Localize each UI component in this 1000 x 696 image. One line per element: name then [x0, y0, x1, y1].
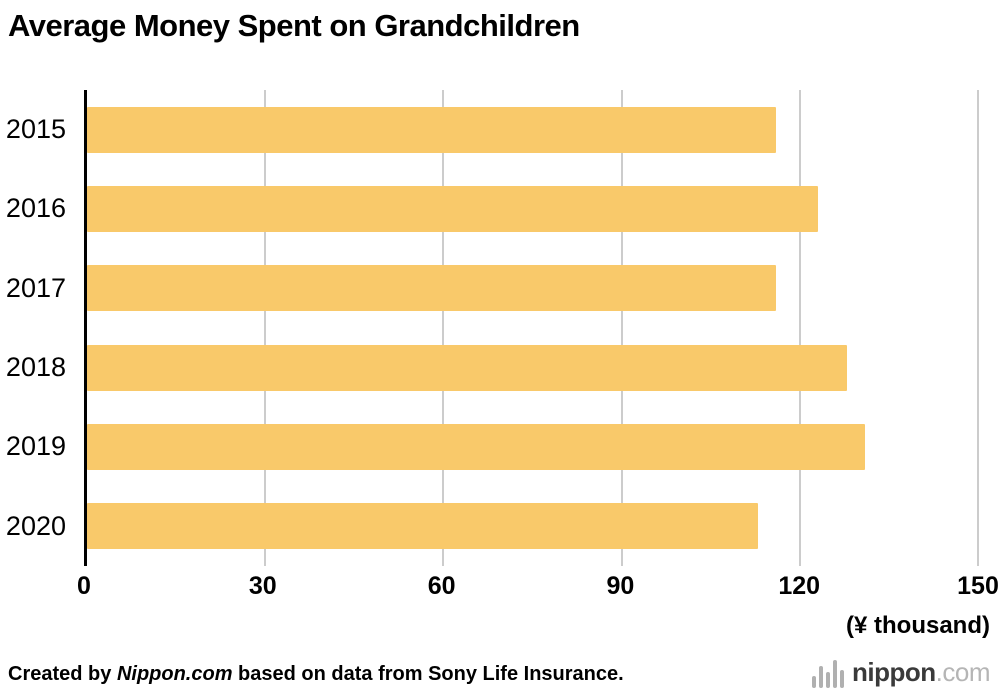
- x-tick-label: 120: [778, 572, 821, 600]
- bar: [87, 265, 777, 312]
- x-axis-ticks: 0 30 60 90 120 150: [77, 572, 999, 606]
- credit-suffix: based on data from Sony Life Insurance.: [232, 663, 624, 685]
- bar: [87, 106, 777, 153]
- logo-text: nippon: [852, 657, 936, 687]
- logo-suffix: .com: [935, 657, 991, 687]
- bar-row: [87, 249, 978, 328]
- nippon-logo-icon: [812, 658, 845, 688]
- nippon-logo: nippon.com: [812, 657, 991, 688]
- logo-wordmark: nippon.com: [852, 657, 990, 688]
- y-axis-label: 2015: [5, 114, 66, 145]
- y-axis-labels: 2015 2016 2017 2018 2019 2020: [0, 90, 76, 566]
- gridline: [798, 90, 801, 566]
- credit-prefix: Created by: [8, 663, 117, 685]
- x-tick-label: 0: [77, 572, 91, 600]
- gridline: [977, 90, 979, 566]
- plot-area: [84, 90, 979, 566]
- bar-row: [87, 169, 978, 248]
- bar-rows: [87, 90, 978, 566]
- gridline: [264, 90, 267, 566]
- credit-text: Created by Nippon.com based on data from…: [8, 663, 624, 686]
- y-axis-label: 2017: [5, 272, 66, 303]
- bar: [87, 503, 759, 550]
- bar: [87, 423, 866, 470]
- credit-source: Nippon.com: [116, 663, 233, 685]
- bar: [87, 185, 818, 232]
- x-tick-label: 90: [606, 572, 635, 600]
- y-axis-label: 2020: [5, 510, 66, 541]
- x-tick-label: 150: [957, 572, 999, 600]
- bar-row: [87, 487, 978, 566]
- bar-row: [87, 407, 978, 486]
- bar-row: [87, 90, 978, 169]
- gridline: [442, 90, 445, 566]
- bar: [87, 344, 848, 391]
- chart-title: Average Money Spent on Grandchildren: [8, 8, 580, 43]
- y-axis-label: 2016: [5, 193, 66, 224]
- x-tick-label: 30: [248, 572, 277, 600]
- gridline: [620, 90, 623, 566]
- bar-row: [87, 328, 978, 407]
- y-axis-label: 2018: [5, 352, 66, 383]
- x-tick-label: 60: [427, 572, 456, 600]
- y-axis-label: 2019: [5, 431, 66, 462]
- x-axis-unit-label: (¥ thousand): [846, 612, 990, 639]
